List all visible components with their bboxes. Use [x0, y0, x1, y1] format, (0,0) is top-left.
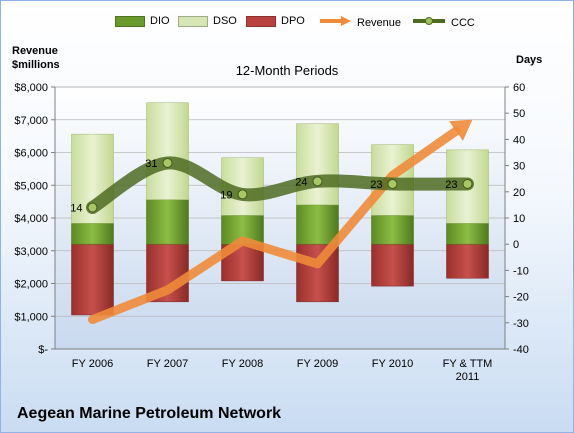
right-tick-label: 20 — [513, 187, 525, 199]
left-axis-title-line1: Revenue — [12, 45, 58, 57]
bar-dio — [371, 215, 414, 245]
ccc-point — [87, 202, 98, 213]
right-tick-label: 30 — [513, 161, 525, 173]
legend-swatch-dso — [178, 15, 208, 27]
x-tick-label: FY 2010 — [372, 358, 413, 370]
right-tick-label: 10 — [513, 213, 525, 225]
left-tick-label: $5,000 — [14, 180, 48, 192]
bar-dio — [446, 222, 489, 245]
chart-subtitle: 12-Month Periods — [235, 63, 339, 78]
right-tick-label: -20 — [513, 292, 529, 304]
legend-item-ccc: CCC — [412, 15, 475, 30]
legend: DIO DSO DPO Revenue CCC — [0, 15, 574, 33]
x-tick-label: FY 2008 — [222, 358, 263, 370]
legend-label: DIO — [150, 15, 170, 27]
right-tick-label: 0 — [513, 239, 519, 251]
bar-dio — [71, 222, 114, 245]
bar-dpo — [371, 243, 414, 287]
right-tick-label: -40 — [513, 344, 529, 356]
ccc-data-label: 19 — [220, 189, 232, 201]
revenue-line — [88, 126, 461, 325]
left-tick-label: $6,000 — [14, 148, 48, 160]
legend-label: DPO — [281, 15, 305, 27]
ccc-data-label: 14 — [70, 203, 82, 215]
legend-swatch-dpo — [246, 15, 276, 27]
ccc-point — [237, 189, 248, 200]
left-tick-label: $1,000 — [14, 311, 48, 323]
legend-item-dso: DSO — [178, 15, 237, 27]
ccc-point — [312, 176, 323, 187]
ccc-point — [462, 178, 473, 189]
bar-dpo — [71, 243, 114, 316]
x-tick-label: FY 2006 — [72, 358, 113, 370]
ccc-data-label: 24 — [295, 176, 307, 188]
legend-item-dpo: DPO — [246, 15, 305, 27]
x-tick-label: FY 2009 — [297, 358, 338, 370]
bar-dso — [146, 102, 189, 200]
ccc-data-label: 31 — [145, 158, 157, 170]
legend-label: DSO — [213, 15, 237, 27]
x-tick-label: FY & TTM — [443, 358, 493, 370]
left-tick-label: $3,000 — [14, 246, 48, 258]
right-tick-label: 50 — [513, 108, 525, 120]
left-tick-label: $- — [38, 344, 48, 356]
left-tick-label: $7,000 — [14, 115, 48, 127]
left-axis-title-line2: $millions — [12, 59, 60, 71]
bar-dio — [296, 204, 339, 245]
ccc-point — [387, 178, 398, 189]
right-tick-label: -10 — [513, 265, 529, 277]
x-tick-label: FY 2007 — [147, 358, 188, 370]
chart-title: Aegean Marine Petroleum Network — [17, 405, 282, 422]
left-tick-label: $8,000 — [14, 82, 48, 94]
legend-item-dio: DIO — [115, 15, 170, 27]
right-tick-label: 40 — [513, 134, 525, 146]
legend-label: CCC — [451, 16, 475, 29]
ccc-data-label: 23 — [445, 179, 457, 191]
ccc-point — [162, 157, 173, 168]
legend-arrow-icon — [318, 15, 352, 30]
bar-dso — [296, 123, 339, 206]
right-axis-title: Days — [516, 54, 543, 66]
left-tick-label: $4,000 — [14, 213, 48, 225]
ccc-data-label: 23 — [370, 179, 382, 191]
left-tick-label: $2,000 — [14, 279, 48, 291]
right-tick-label: 60 — [513, 82, 525, 94]
legend-label: Revenue — [357, 16, 402, 29]
legend-line-icon — [412, 15, 446, 30]
right-tick-label: -30 — [513, 318, 529, 330]
revenue-arrowhead — [449, 119, 473, 141]
legend-item-revenue: Revenue — [318, 15, 401, 30]
x-tick-label: 2011 — [456, 371, 480, 383]
bar-dio — [146, 199, 189, 245]
left-axis-title: Revenue $millions — [12, 44, 60, 72]
bar-dpo — [446, 243, 489, 279]
legend-swatch-dio — [115, 15, 145, 27]
